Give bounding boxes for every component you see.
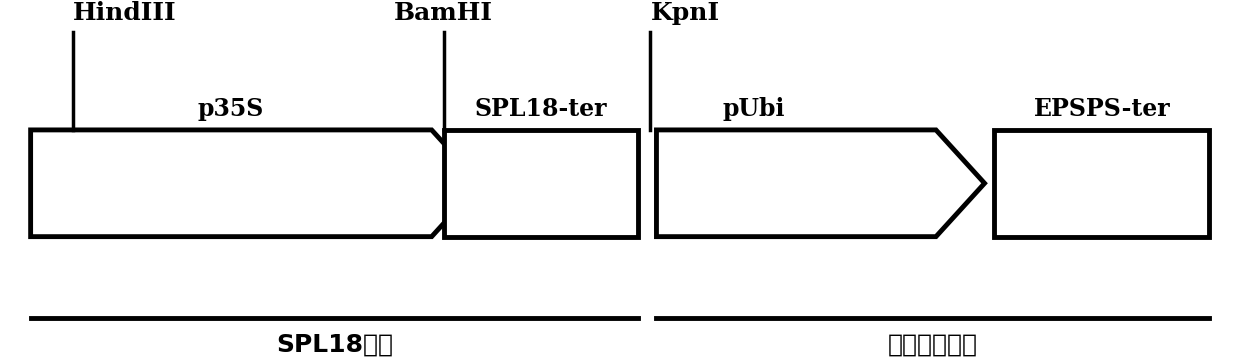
Text: EPSPS-ter: EPSPS-ter — [1033, 97, 1171, 121]
Polygon shape — [31, 130, 480, 237]
Polygon shape — [656, 130, 985, 237]
Text: 抗草甘膜基因: 抗草甘膜基因 — [888, 333, 978, 357]
Text: SPL18基因: SPL18基因 — [277, 333, 393, 357]
Text: KpnI: KpnI — [650, 1, 719, 25]
Text: HindIII: HindIII — [73, 1, 177, 25]
Text: BamHI: BamHI — [394, 1, 494, 25]
Bar — [444, 130, 639, 237]
Text: SPL18-ter: SPL18-ter — [475, 97, 608, 121]
Text: p35S: p35S — [197, 97, 264, 121]
Bar — [994, 130, 1209, 237]
Text: pUbi: pUbi — [723, 97, 785, 121]
